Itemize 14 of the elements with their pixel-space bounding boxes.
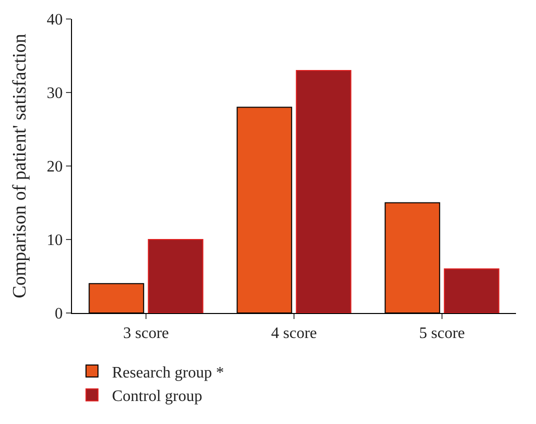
- bar: [148, 239, 204, 313]
- y-tick-label: 20: [46, 158, 63, 176]
- x-tick-label: 3 score: [123, 325, 169, 342]
- bar: [296, 70, 352, 313]
- y-tick-label: 10: [46, 232, 63, 250]
- x-tick-label: 5 score: [419, 325, 465, 342]
- y-tick-label: 0: [54, 306, 63, 323]
- y-axis-title: Comparison of patient' satisfaction: [10, 33, 31, 298]
- x-tick-label: 4 score: [271, 325, 317, 342]
- y-tick-label: 30: [46, 85, 63, 102]
- legend-label: Research group *: [112, 364, 224, 382]
- legend-label: Control group: [112, 388, 202, 406]
- y-tick-label: 40: [46, 12, 63, 29]
- bar: [444, 268, 500, 313]
